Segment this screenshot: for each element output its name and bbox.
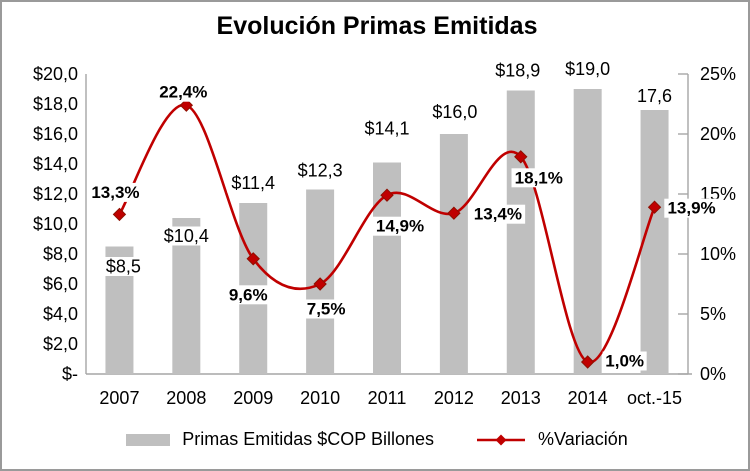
- bar-value-label-bg: [361, 119, 413, 138]
- variation-value-label: 18,1%: [515, 168, 563, 187]
- legend-line-series-label: %Variación: [538, 429, 628, 449]
- variation-value-label: 13,9%: [667, 199, 715, 218]
- bar-value-label: $12,3: [298, 161, 343, 181]
- line-marker: [514, 150, 528, 164]
- left-axis-tick-label: $8,0: [43, 244, 78, 264]
- line-marker: [179, 98, 194, 112]
- variation-value-label: 7,5%: [307, 300, 346, 319]
- right-axis-tick-label: 25%: [700, 64, 736, 84]
- bar: [506, 90, 535, 374]
- line-marker: [447, 206, 461, 220]
- variation-value-label-bg: [372, 216, 428, 236]
- bar-value-label: 17,6: [637, 86, 672, 106]
- legend-bar-series-label: Primas Emitidas $COP Billones: [182, 429, 435, 449]
- variation-value-label: 1,0%: [605, 352, 644, 371]
- variation-value-label: 22,4%: [159, 83, 207, 102]
- variation-value-label-bg: [602, 351, 647, 371]
- legend-diamond-marker-icon: [495, 434, 507, 445]
- variation-value-label-bg: [88, 182, 143, 202]
- left-axis-tick-label: $6,0: [43, 274, 78, 294]
- bar: [640, 110, 669, 374]
- variation-value-label-bg: [664, 198, 719, 218]
- bar: [573, 89, 602, 374]
- bar-value-label-bg: [491, 61, 544, 80]
- bar-value-label: $8,5: [106, 257, 141, 277]
- bar-value-label: $16,0: [432, 102, 477, 122]
- left-axis-tick-label: $20,0: [33, 64, 78, 84]
- left-axis-tick-label: $10,0: [33, 214, 78, 234]
- bar-value-label-bg: [633, 86, 676, 106]
- line-marker: [112, 207, 127, 222]
- bar-value-label: $18,9: [495, 61, 540, 81]
- legend-bar-swatch: [126, 433, 171, 446]
- variation-value-label-bg: [304, 299, 349, 319]
- x-axis-label: 2007: [99, 388, 139, 408]
- bar-value-label-bg: [227, 173, 280, 193]
- line-marker: [246, 252, 260, 266]
- left-axis-tick-label: $18,0: [33, 94, 78, 114]
- x-axis-label: 2012: [434, 388, 474, 408]
- line-marker: [580, 355, 595, 369]
- x-axis-label: 2008: [166, 388, 206, 408]
- variation-value-label: 13,3%: [91, 183, 139, 202]
- x-axis-label: 2009: [233, 388, 273, 408]
- bar-value-label-bg: [561, 59, 614, 79]
- bar-value-label-bg: [294, 161, 347, 180]
- variation-value-label: 9,6%: [229, 285, 268, 304]
- right-axis-tick-label: 0%: [700, 364, 726, 384]
- left-axis-tick-label: $2,0: [43, 334, 78, 354]
- bar: [439, 134, 468, 374]
- left-axis-tick-label: $4,0: [43, 304, 78, 324]
- variation-value-label-bg: [470, 204, 526, 224]
- left-axis-tick-label: $12,0: [33, 184, 78, 204]
- left-axis-tick-label: $14,0: [33, 154, 78, 174]
- variation-value-label-bg: [226, 285, 271, 305]
- left-axis-tick-label: $16,0: [33, 124, 78, 144]
- bar-value-label-bg: [160, 226, 213, 246]
- variation-value-label-bg: [511, 168, 567, 188]
- bar-value-label: $10,4: [164, 226, 209, 246]
- x-axis-label: 2011: [368, 388, 407, 408]
- variation-value-label-bg: [156, 82, 211, 102]
- bar-value-label-bg: [428, 102, 481, 122]
- chart-title: Evolución Primas Emitidas: [216, 12, 538, 40]
- bar-value-label: $11,4: [231, 173, 275, 193]
- legend: Primas Emitidas $COP Billones %Variación: [2, 429, 748, 450]
- right-axis-tick-label: 10%: [700, 244, 736, 264]
- bar-value-label: $19,0: [565, 59, 610, 79]
- right-axis-tick-label: 20%: [700, 124, 736, 144]
- bar-value-label-bg: [102, 257, 145, 276]
- right-axis-tick-label: 5%: [700, 304, 726, 324]
- x-axis-label: oct.-15: [627, 388, 682, 408]
- left-axis-tick-label: $-: [62, 364, 78, 384]
- variation-line: [118, 103, 656, 364]
- variation-value-label: 13,4%: [474, 205, 522, 224]
- line-marker: [647, 200, 662, 214]
- bar-value-label: $14,1: [364, 119, 409, 139]
- variation-value-label: 14,9%: [376, 217, 424, 236]
- legend-line-swatch: [476, 433, 526, 447]
- line-marker: [313, 277, 327, 291]
- line-marker: [380, 188, 394, 202]
- x-axis-label: 2014: [568, 388, 608, 408]
- x-axis-label: 2010: [300, 388, 340, 408]
- x-axis-label: 2013: [501, 388, 541, 408]
